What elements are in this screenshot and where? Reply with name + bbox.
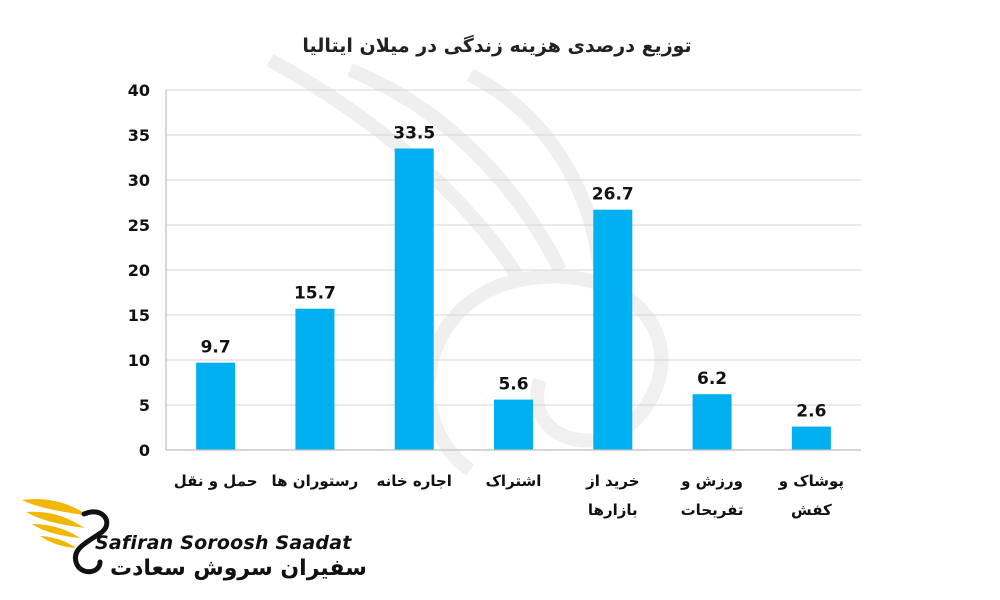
x-tick-label: رستوران ها (272, 472, 359, 490)
y-axis-ticks: 0 5 10 15 20 25 30 35 40 (128, 81, 150, 460)
brand-name-en: Safiran Soroosh Saadat (95, 532, 352, 554)
gridlines (166, 89, 861, 406)
data-label: 2.6 (796, 402, 826, 422)
y-tick-label: 0 (139, 441, 150, 460)
x-tick-label: حمل و نقل (174, 472, 258, 490)
y-tick-label: 25 (128, 216, 150, 235)
x-tick-label: خرید از (585, 472, 639, 490)
x-tick-label: بازارها (588, 501, 638, 519)
bar (196, 362, 236, 450)
data-label: 15.7 (294, 284, 336, 304)
bar (295, 308, 335, 450)
brand-name-fa: سفیران سروش سعادت (110, 556, 367, 581)
x-tick-label: پوشاک و (778, 472, 844, 491)
x-tick-label: ورزش و (680, 472, 743, 490)
bars (196, 148, 831, 450)
y-tick-label: 10 (128, 351, 150, 370)
x-tick-label: کفش (791, 501, 832, 519)
y-tick-label: 15 (128, 306, 150, 325)
x-tick-label: اجاره خانه (376, 472, 451, 490)
bar (593, 209, 633, 450)
data-label: 33.5 (393, 124, 435, 144)
x-tick-label: اشتراک (486, 472, 542, 490)
data-label: 26.7 (592, 185, 634, 205)
brand-logo-icon (22, 498, 110, 575)
y-tick-label: 5 (139, 396, 150, 415)
bar (791, 426, 831, 450)
bar (494, 399, 533, 450)
y-tick-label: 20 (128, 261, 150, 280)
y-tick-label: 40 (128, 81, 150, 100)
data-label: 5.6 (498, 375, 528, 395)
chart-title: توزیع درصدی هزینه زندگی در میلان ایتالیا (302, 34, 691, 57)
bar (394, 148, 434, 450)
data-labels: 9.7 15.7 33.5 5.6 26.7 6.2 2.6 (201, 124, 827, 422)
y-tick-label: 30 (128, 171, 150, 190)
x-tick-label: تفریحات (681, 501, 744, 519)
data-label: 9.7 (201, 338, 231, 358)
bar (692, 394, 732, 450)
y-tick-label: 35 (128, 126, 150, 145)
x-axis-ticks: حمل و نقل رستوران ها اجاره خانه اشتراک خرید … (174, 472, 844, 519)
data-label: 6.2 (697, 369, 727, 389)
